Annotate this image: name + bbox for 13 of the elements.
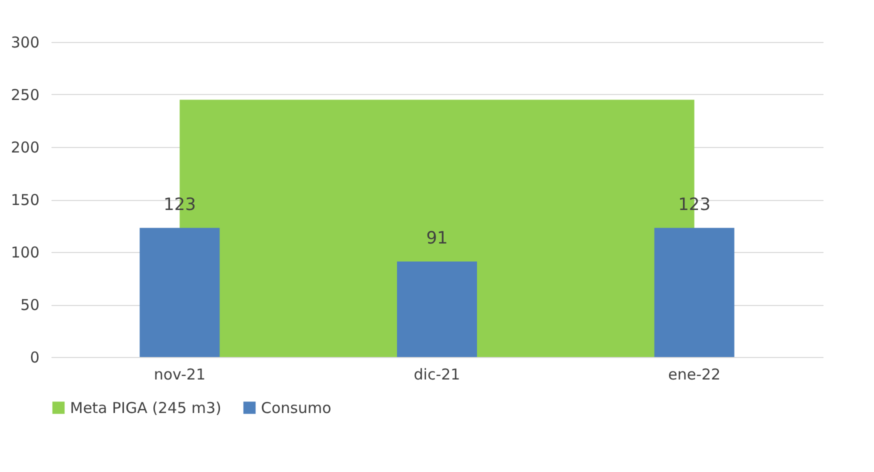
legend-label: Consumo: [261, 398, 332, 417]
y-tick-label: 300: [10, 34, 40, 52]
y-tick-label: 0: [30, 348, 40, 366]
x-tick-label: dic-21: [414, 366, 460, 384]
y-tick-label: 150: [10, 191, 40, 209]
data-label: 91: [426, 228, 448, 248]
y-tick-label: 250: [10, 86, 40, 104]
y-tick-label: 50: [20, 296, 40, 314]
x-tick-label: ene-22: [668, 366, 721, 384]
y-tick-label: 100: [10, 244, 40, 262]
y-tick-label: 200: [10, 138, 40, 156]
legend-label: Meta PIGA (245 m3): [70, 398, 222, 417]
x-tick-label: nov-21: [154, 366, 206, 384]
